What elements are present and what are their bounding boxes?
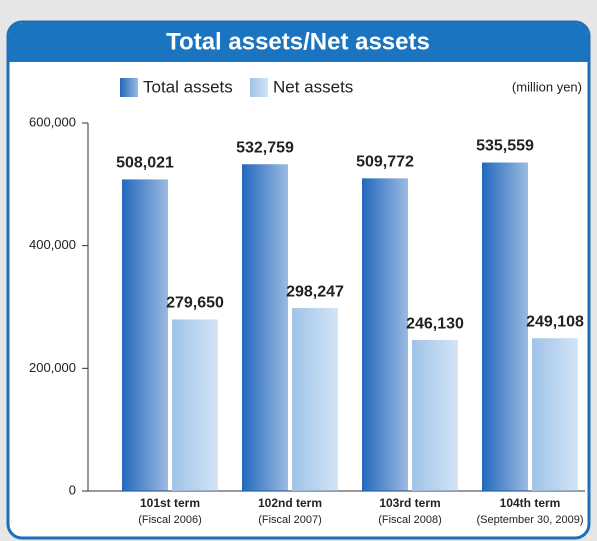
value-label: 279,650: [166, 295, 224, 312]
x-tick-note: (Fiscal 2007): [258, 514, 322, 526]
x-tick-note: (Fiscal 2008): [378, 514, 442, 526]
value-label: 298,247: [286, 283, 344, 300]
x-tick-note: (Fiscal 2006): [138, 514, 202, 526]
value-label: 535,559: [476, 138, 534, 155]
bar: [172, 319, 218, 491]
legend-swatch: [250, 78, 268, 97]
value-label: 508,021: [116, 155, 174, 172]
header-bar: [9, 23, 588, 62]
x-tick-label: 104th term: [500, 496, 561, 510]
x-tick-label: 102nd term: [258, 496, 322, 510]
y-tick-label: 200,000: [29, 360, 76, 375]
bar: [362, 178, 408, 491]
x-tick-label: 103rd term: [379, 496, 440, 510]
x-tick-note: (September 30, 2009): [476, 514, 583, 526]
legend-label: Total assets: [143, 77, 233, 96]
y-tick-label: 600,000: [29, 114, 76, 129]
bar: [292, 308, 338, 491]
bar: [412, 340, 458, 491]
unit-note: (million yen): [512, 79, 582, 94]
value-label: 532,759: [236, 139, 294, 156]
value-label: 249,108: [526, 313, 584, 330]
bar: [122, 179, 168, 491]
bar: [242, 164, 288, 491]
value-label: 246,130: [406, 315, 464, 332]
x-tick-label: 101st term: [140, 496, 200, 510]
y-tick-label: 400,000: [29, 237, 76, 252]
chart-title: Total assets/Net assets: [166, 28, 430, 55]
legend-swatch: [120, 78, 138, 97]
legend-label: Net assets: [273, 77, 353, 96]
bar: [532, 338, 578, 491]
bar: [482, 162, 528, 492]
value-label: 509,772: [356, 154, 414, 171]
y-tick-label: 0: [69, 482, 76, 497]
